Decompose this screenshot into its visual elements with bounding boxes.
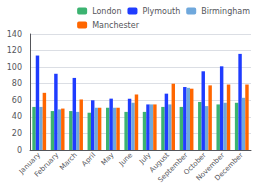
svg-text:Plymouth: Plymouth — [142, 7, 180, 16]
svg-text:40: 40 — [12, 112, 22, 121]
svg-text:Birmingham: Birmingham — [201, 7, 250, 16]
svg-text:20: 20 — [12, 129, 22, 138]
svg-text:100: 100 — [7, 63, 22, 72]
svg-text:July: July — [137, 151, 152, 166]
svg-text:September: September — [156, 151, 190, 185]
svg-text:November: November — [194, 151, 227, 183]
svg-text:80: 80 — [12, 79, 22, 88]
svg-text:Manchester: Manchester — [92, 21, 139, 30]
svg-text:April: April — [80, 151, 97, 168]
svg-text:May: May — [100, 151, 116, 167]
svg-text:120: 120 — [7, 46, 22, 55]
svg-text:June: June — [117, 151, 134, 168]
svg-text:March: March — [58, 151, 79, 172]
svg-text:December: December — [213, 151, 244, 182]
svg-text:0: 0 — [17, 146, 22, 155]
svg-text:February: February — [33, 151, 61, 179]
svg-text:October: October — [182, 151, 208, 177]
svg-text:140: 140 — [7, 30, 22, 39]
svg-text:60: 60 — [12, 96, 22, 105]
svg-text:London: London — [92, 7, 121, 16]
svg-text:August: August — [148, 151, 171, 175]
svg-text:January: January — [17, 151, 42, 176]
